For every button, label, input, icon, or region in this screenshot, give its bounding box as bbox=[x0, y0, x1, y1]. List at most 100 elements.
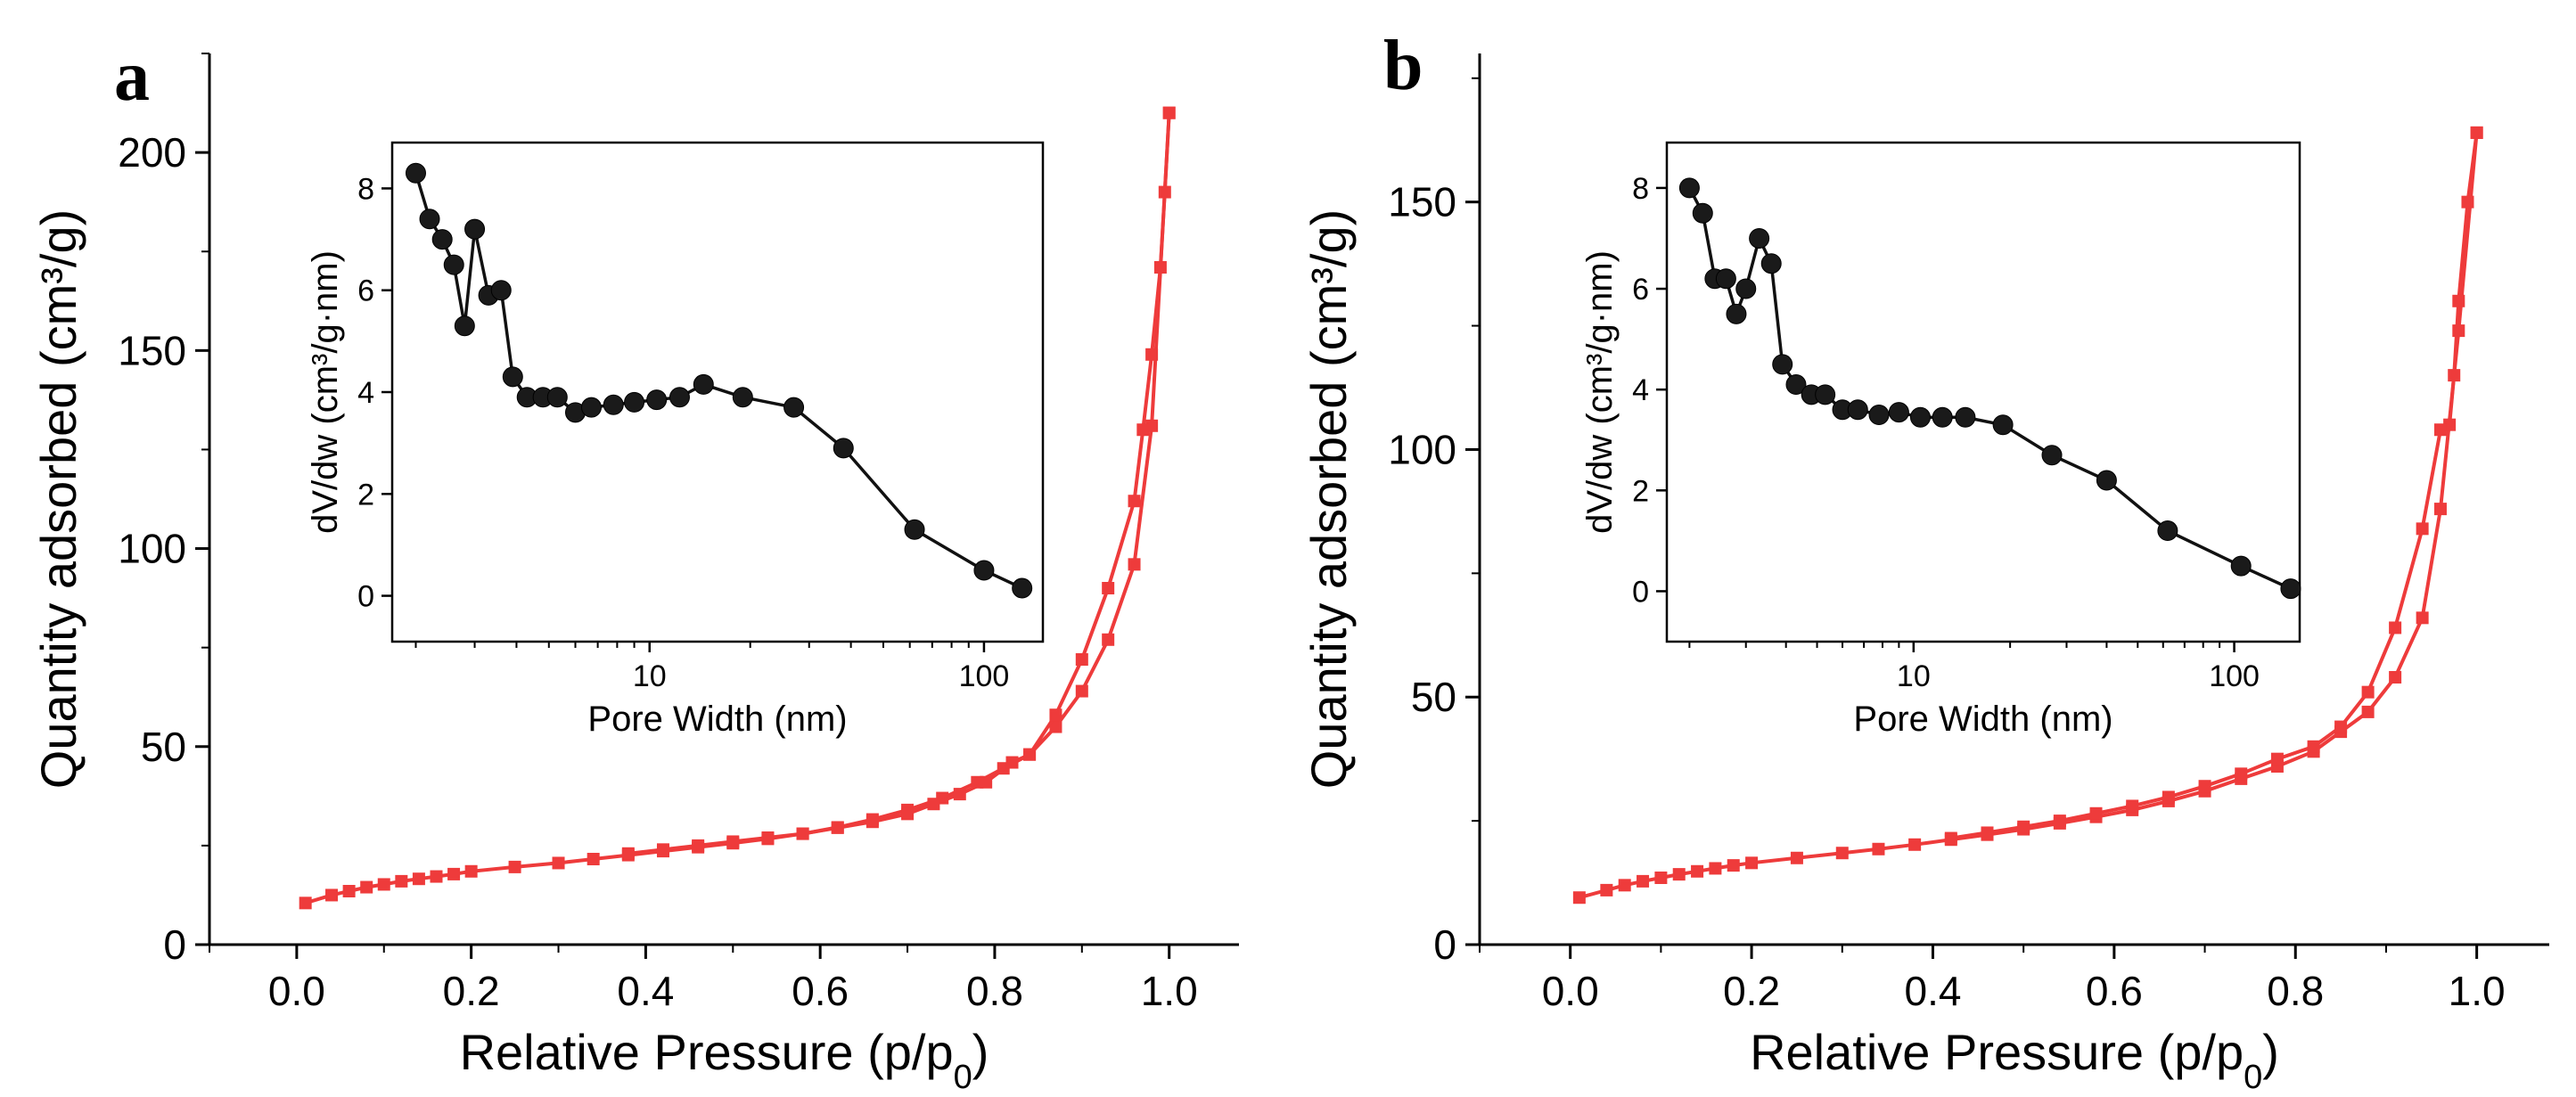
isotherm-point bbox=[761, 831, 775, 844]
isotherm-point bbox=[1637, 874, 1650, 888]
pore-distribution-point bbox=[1847, 399, 1868, 421]
y-tick-label: 200 bbox=[118, 129, 186, 176]
inset-y-tick-label: 0 bbox=[1632, 575, 1649, 609]
isotherm-point bbox=[726, 835, 740, 848]
isotherm-point bbox=[1618, 879, 1631, 892]
pore-distribution-point bbox=[1785, 374, 1807, 396]
isotherm-point bbox=[2361, 705, 2375, 718]
y-axis-label: Quantity adsorbed (cm³/g) bbox=[1300, 209, 1357, 789]
isotherm-point bbox=[360, 880, 373, 894]
isotherm-point bbox=[2389, 621, 2402, 634]
y-tick-label: 0 bbox=[163, 921, 186, 968]
inset-x-axis-label: Pore Width (nm) bbox=[587, 700, 847, 739]
isotherm-point bbox=[587, 853, 600, 865]
pore-distribution-point bbox=[669, 387, 690, 408]
inset-y-tick-label: 6 bbox=[1632, 273, 1649, 307]
pore-distribution-point bbox=[502, 366, 523, 388]
isotherm-point bbox=[980, 775, 993, 789]
inset-frame bbox=[1665, 141, 2301, 643]
isotherm-point bbox=[866, 815, 879, 829]
inset-x-tick-label: 10 bbox=[633, 659, 667, 693]
x-tick-label: 0.8 bbox=[2267, 968, 2324, 1014]
isotherm-point bbox=[1872, 842, 1885, 855]
isotherm-point bbox=[927, 798, 940, 811]
pore-distribution-point bbox=[833, 438, 854, 459]
isotherm-point bbox=[831, 821, 844, 834]
pore-distribution-point bbox=[2280, 578, 2301, 600]
x-axis-label-main: Relative Pressure (p/p bbox=[460, 1024, 954, 1080]
pore-distribution-point bbox=[1735, 278, 1757, 299]
isotherm-point bbox=[1023, 748, 1037, 761]
isotherm-point bbox=[2416, 522, 2429, 536]
x-tick-label: 0.2 bbox=[1723, 968, 1780, 1014]
pore-distribution-point bbox=[405, 162, 426, 184]
isotherm-point bbox=[2198, 780, 2211, 793]
y-tick-label: 150 bbox=[1388, 179, 1456, 225]
isotherm-point bbox=[901, 807, 915, 821]
isotherm-point bbox=[796, 827, 809, 840]
isotherm-point bbox=[1136, 423, 1150, 437]
pore-distribution-point bbox=[1749, 227, 1770, 249]
isotherm-point bbox=[430, 870, 443, 883]
pore-distribution-point bbox=[1815, 384, 1836, 405]
isotherm-point bbox=[1158, 185, 1171, 199]
isotherm-point bbox=[1162, 106, 1176, 119]
isotherm-point bbox=[2017, 820, 2030, 833]
isotherm-point bbox=[325, 888, 339, 902]
isotherm-point bbox=[2126, 799, 2139, 813]
isotherm-point bbox=[2389, 671, 2402, 684]
y-tick-label: 0 bbox=[1433, 921, 1456, 968]
inset-frame bbox=[390, 141, 1045, 643]
x-tick-label: 0.6 bbox=[2086, 968, 2143, 1014]
isotherm-point bbox=[1600, 883, 1613, 896]
isotherm-point bbox=[1727, 859, 1740, 872]
isotherm-point bbox=[1944, 831, 1957, 845]
pore-distribution-point bbox=[1955, 406, 1976, 428]
pore-distribution-point bbox=[580, 397, 602, 418]
pore-distribution-point bbox=[454, 315, 475, 337]
x-axis-label-main: Relative Pressure (p/p bbox=[1750, 1024, 2244, 1080]
inset-plot-b: 10 100 0 2 4 6 8 Pore Width (nm) dV/dw (cm³/g·nm… bbox=[1580, 141, 2301, 739]
isotherm-point bbox=[2433, 423, 2447, 437]
x-tick-label: 0.0 bbox=[1542, 968, 1599, 1014]
isotherm-point bbox=[953, 788, 966, 801]
inset-y-tick-label: 0 bbox=[357, 580, 374, 614]
x-axis-label-end: ) bbox=[2262, 1024, 2279, 1080]
pore-distribution-point bbox=[904, 519, 925, 540]
isotherm-point bbox=[656, 843, 669, 856]
isotherm-point bbox=[1908, 838, 1922, 851]
isotherm-point bbox=[342, 885, 356, 897]
pore-distribution-point bbox=[1715, 268, 1736, 290]
pore-distribution-point bbox=[443, 254, 464, 275]
y-tick-label: 50 bbox=[1411, 674, 1456, 720]
inset-y-tick-label: 2 bbox=[357, 478, 374, 512]
y-tick-label: 100 bbox=[1388, 426, 1456, 472]
inset-x-tick-label: 100 bbox=[2209, 659, 2260, 693]
isotherm-point bbox=[508, 860, 521, 873]
x-tick-label: 0.6 bbox=[792, 968, 849, 1014]
x-tick-label: 1.0 bbox=[1141, 968, 1198, 1014]
isotherm-point bbox=[1049, 708, 1062, 722]
inset-x-tick-label: 10 bbox=[1897, 659, 1931, 693]
pore-distribution-point bbox=[546, 387, 568, 408]
isotherm-point bbox=[1709, 862, 1722, 875]
pore-distribution-point bbox=[1726, 303, 1747, 324]
isotherm-point bbox=[1075, 684, 1088, 698]
x-tick-label: 0.4 bbox=[1904, 968, 1961, 1014]
isotherm-point bbox=[2452, 294, 2465, 307]
inset-x-tick-label: 100 bbox=[959, 659, 1010, 693]
inset-y-tick-label: 6 bbox=[357, 274, 374, 308]
pore-distribution-point bbox=[1678, 177, 1700, 199]
pore-distribution-point bbox=[1692, 202, 1713, 224]
isotherm-point bbox=[2162, 790, 2175, 804]
x-axis-label: Relative Pressure (p/p0) bbox=[460, 1024, 989, 1096]
pore-distribution-point bbox=[973, 560, 995, 581]
y-tick-label: 50 bbox=[141, 724, 186, 770]
pore-distribution-point bbox=[603, 394, 624, 415]
x-axis-label: Relative Pressure (p/p0) bbox=[1750, 1024, 2279, 1096]
pore-distribution-point bbox=[646, 389, 668, 411]
isotherm-point bbox=[2053, 815, 2066, 828]
isotherm-point bbox=[2235, 767, 2248, 781]
isotherm-point bbox=[1128, 558, 1141, 571]
